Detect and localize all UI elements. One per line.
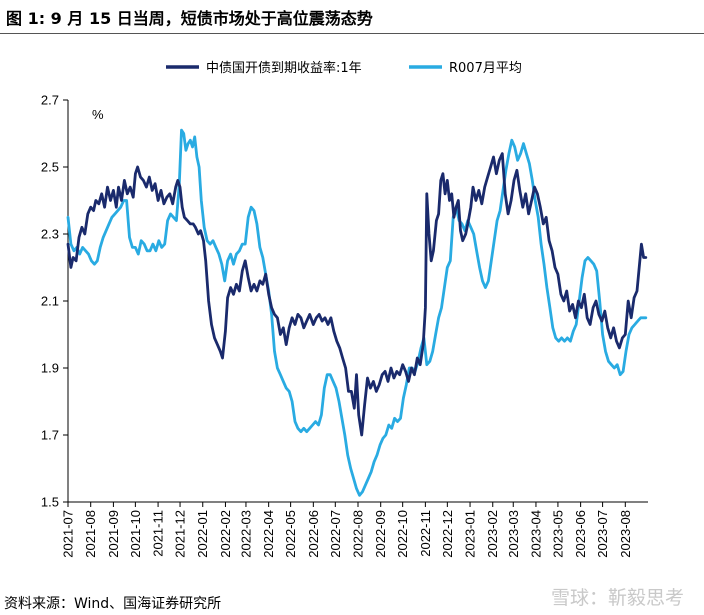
y-tick-label: 2.5 <box>41 160 59 175</box>
x-tick-label: 2022-05 <box>283 510 298 558</box>
x-tick-label: 2023-06 <box>573 510 588 558</box>
figure-title: 图 1: 9 月 15 日当周，短债市场处于高位震荡态势 <box>6 9 373 28</box>
x-tick-label: 2021-11 <box>151 510 166 557</box>
x-tick-label: 2022-11 <box>418 510 433 557</box>
x-tick-label: 2021-10 <box>128 510 143 558</box>
legend: 中债国开债到期收益率:1年 R007月平均 <box>166 60 522 76</box>
y-axis-unit-label: % <box>92 107 104 122</box>
y-tick-label: 1.7 <box>41 428 59 443</box>
x-tick-label: 2022-12 <box>440 510 455 558</box>
legend-label: R007月平均 <box>449 61 522 76</box>
series-line-r007-monthly-avg <box>66 128 648 497</box>
title-divider <box>0 33 704 34</box>
source-note: 资料来源：Wind、国海证券研究所 <box>4 596 222 612</box>
x-tick-label: 2022-04 <box>261 510 276 558</box>
x-tick-label: 2022-06 <box>306 510 321 558</box>
x-tick-label: 2022-02 <box>218 510 233 558</box>
x-tick-label: 2023-07 <box>595 510 610 558</box>
x-tick-label: 2022-08 <box>351 510 366 558</box>
y-tick-label: 2.3 <box>41 227 59 242</box>
x-tick-label: 2023-02 <box>485 510 500 558</box>
x-tick-label: 2022-07 <box>328 510 343 558</box>
x-tick-label: 2022-01 <box>195 510 210 558</box>
x-tick-label: 2021-07 <box>61 510 76 558</box>
x-tick-label: 2021-12 <box>173 510 188 558</box>
x-axis: 2021-07 2021-08 2021-09 2021-10 2021-11 2021-… <box>61 501 648 558</box>
x-tick-label: 2022-03 <box>238 510 253 558</box>
watermark-text: 雪球：靳毅思考 <box>550 587 684 609</box>
legend-label: 中债国开债到期收益率:1年 <box>206 60 362 76</box>
series-line-cdb-1y-yield <box>66 152 648 437</box>
x-tick-label: 2023-03 <box>506 510 521 558</box>
y-axis: 1.5 1.7 1.9 2.1 2.3 2.5 2.7 <box>41 93 69 510</box>
x-tick-label: 2023-04 <box>528 510 543 558</box>
x-tick-label: 2023-01 <box>463 510 478 558</box>
y-tick-label: 1.9 <box>41 361 59 376</box>
x-tick-label: 2021-08 <box>83 510 98 558</box>
y-tick-label: 1.5 <box>41 495 59 510</box>
series-layer <box>66 128 648 497</box>
y-tick-label: 2.7 <box>41 93 59 108</box>
x-tick-label: 2023-08 <box>618 510 633 558</box>
x-tick-label: 2021-09 <box>106 510 121 558</box>
x-tick-label: 2022-09 <box>373 510 388 558</box>
x-tick-label: 2022-10 <box>395 510 410 558</box>
y-tick-label: 2.1 <box>41 294 59 309</box>
x-tick-label: 2023-05 <box>550 510 565 558</box>
